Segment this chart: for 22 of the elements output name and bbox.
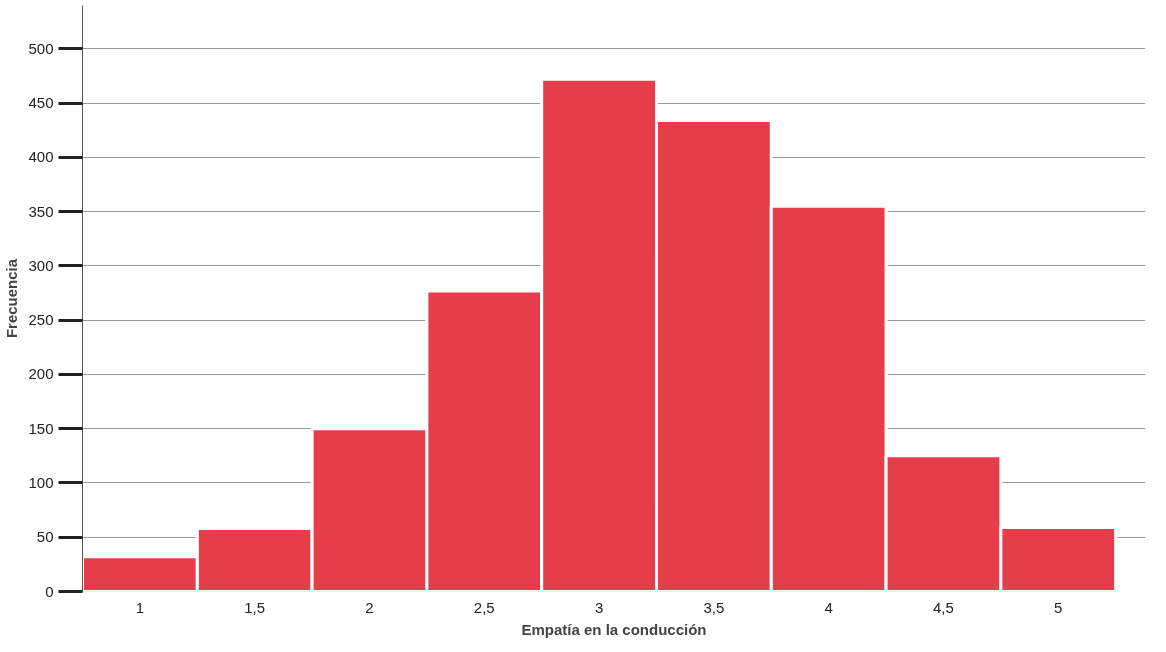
- x-tick-label: 4: [824, 598, 833, 616]
- y-tick-label: 450: [28, 94, 54, 112]
- y-tick-label: 300: [28, 256, 54, 274]
- y-axis-title: Frecuencia: [3, 258, 21, 339]
- x-tick-label: 1: [135, 598, 145, 616]
- y-tick-label: 0: [45, 582, 54, 600]
- x-tick-label: 3,5: [703, 598, 725, 616]
- x-axis-title: Empatía en la conducción: [521, 620, 707, 638]
- y-tick-label: 500: [28, 39, 54, 57]
- x-tick-label: 3: [594, 598, 604, 616]
- x-tick-label: 5: [1054, 598, 1063, 616]
- y-tick-label: 100: [28, 473, 54, 491]
- y-tick-label: 350: [28, 202, 54, 220]
- x-tick-label: 2,5: [473, 598, 495, 616]
- x-tick-label: 2: [365, 598, 374, 616]
- x-tick-label: 1,5: [244, 598, 266, 616]
- y-tick-label: 400: [28, 148, 54, 166]
- y-tick-label: 200: [28, 365, 54, 383]
- y-tick-label: 50: [36, 528, 54, 546]
- y-tick-label: 150: [28, 419, 54, 437]
- y-tick-label: 250: [28, 311, 54, 329]
- x-tick-label: 4,5: [933, 598, 954, 616]
